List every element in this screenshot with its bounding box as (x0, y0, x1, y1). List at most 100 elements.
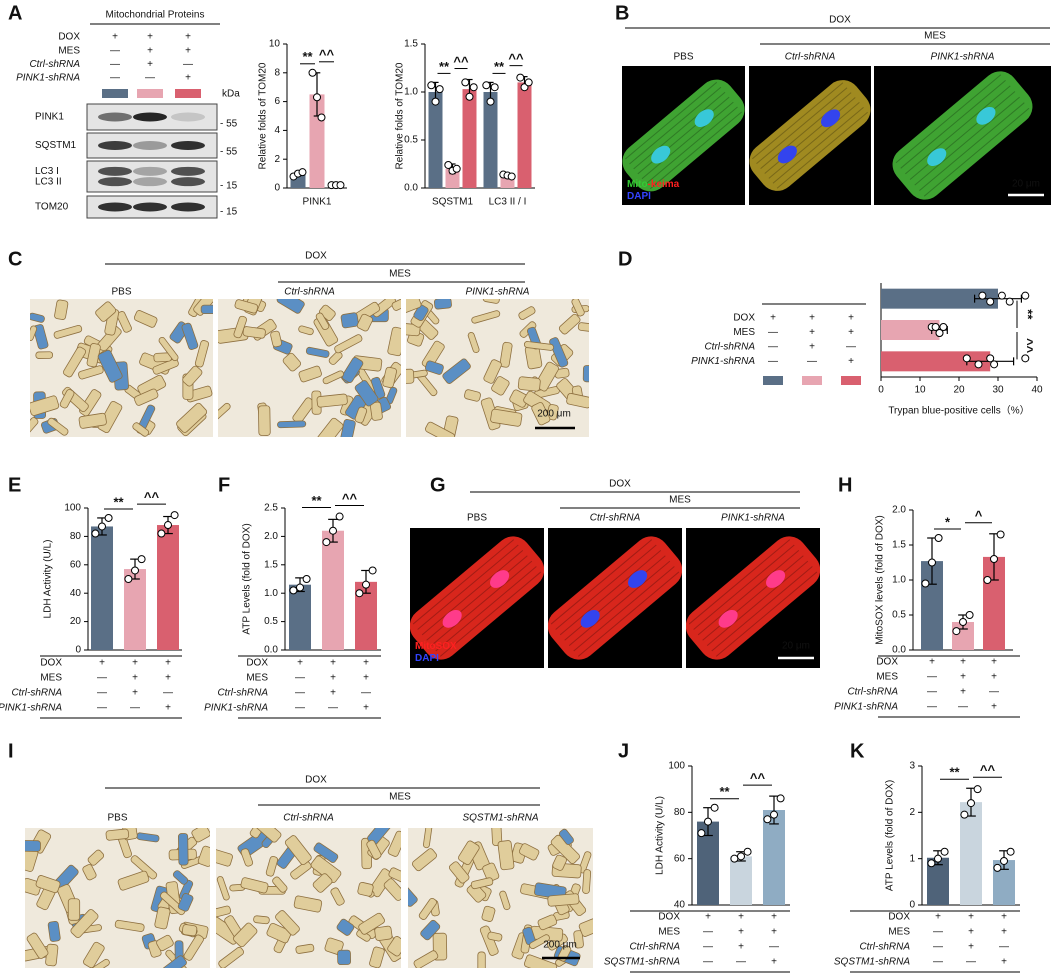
y-tick-label: 100 (668, 761, 685, 772)
cell-striation (412, 539, 515, 625)
blot-band (98, 202, 132, 212)
condition-label: MES (246, 673, 268, 684)
y-tick-label: 1.5 (264, 559, 278, 570)
cell-shape (315, 312, 330, 331)
bar (730, 856, 752, 905)
cell-shape (312, 873, 333, 893)
condition-cell: + (770, 313, 776, 324)
cell-striation (914, 96, 1020, 186)
condition-label: Ctrl-shRNA (11, 688, 62, 699)
nucleus (442, 609, 462, 628)
cell-shape (78, 412, 107, 429)
condition-label: PINK1-shRNA (691, 356, 755, 367)
cell-shape (413, 304, 429, 322)
group-header: DOX (609, 479, 631, 490)
column-label: Ctrl-shRNA (284, 287, 335, 298)
y-tick-label: 60 (674, 853, 686, 864)
cell-shape (284, 835, 312, 866)
cell-shape (54, 299, 69, 320)
condition-cell: + (363, 673, 369, 684)
cell-striation (702, 555, 804, 641)
stain-legend: Mito-keima (627, 179, 680, 190)
data-point (973, 785, 982, 794)
cell-shape (162, 955, 187, 968)
cell-shape (322, 370, 344, 385)
y-tick-label: 1.0 (264, 588, 278, 599)
micrograph (218, 299, 401, 437)
cell-shape (566, 392, 589, 409)
cell-shape (266, 922, 292, 944)
data-point (737, 852, 745, 861)
cell-shape (160, 891, 186, 916)
panel-label: C (8, 248, 22, 270)
data-point (1021, 291, 1030, 300)
data-point (710, 803, 719, 812)
data-point (336, 181, 345, 190)
band-label: SQSTM1 (35, 140, 77, 151)
data-point (704, 817, 712, 826)
cell-shape (158, 336, 179, 362)
cell-shape (531, 402, 551, 426)
y-tick-label: 2.0 (892, 505, 906, 516)
cell-shape (334, 334, 363, 354)
cell-body (622, 79, 745, 192)
cell-shape (406, 368, 415, 384)
micrograph (216, 828, 401, 968)
data-point (170, 511, 179, 520)
y-tick-label: 2.0 (264, 531, 278, 542)
group-swatch (802, 376, 822, 385)
cell-shape (114, 919, 145, 932)
cell-striation (760, 92, 852, 169)
column-label: Ctrl-shRNA (590, 513, 641, 524)
bar (927, 857, 949, 905)
cell-shape (277, 420, 307, 429)
column-label: PBS (467, 513, 487, 524)
significance-mark: ** (494, 59, 505, 74)
cell-shape (218, 402, 231, 426)
cell-shape (547, 893, 580, 907)
group-header: DOX (829, 15, 851, 26)
cell-shape (105, 828, 130, 841)
cell-shape (577, 322, 589, 332)
condition-cell: + (705, 912, 711, 923)
cell-shape (573, 930, 584, 949)
condition-cell: — (927, 672, 937, 683)
cell-shape (529, 934, 550, 949)
cell-striation (426, 555, 528, 641)
cell-shape (387, 326, 401, 357)
cell-shape (387, 936, 401, 957)
condition-cell: + (185, 32, 191, 43)
condition-label: Ctrl-shRNA (847, 687, 898, 698)
cell-shape (336, 918, 355, 936)
significance-mark: ** (439, 59, 450, 74)
data-point (931, 323, 940, 331)
data-point (983, 576, 992, 584)
condition-cell: — (768, 356, 778, 367)
x-axis-label: Trypan blue-positive cells（%） (888, 405, 1029, 417)
significance-mark: ^^ (980, 763, 996, 778)
data-point (928, 558, 936, 567)
data-point (921, 579, 930, 588)
condition-label: MES (876, 672, 898, 683)
cell-shape (47, 920, 61, 942)
blot-band (133, 166, 167, 176)
cell-striation (752, 82, 844, 160)
data-point (296, 583, 304, 592)
cell-shape (338, 419, 356, 437)
cell-striation (421, 549, 524, 636)
data-point (986, 354, 995, 363)
cell-shape (216, 905, 232, 918)
cell-striation (649, 111, 742, 190)
cell-shape (523, 954, 558, 968)
data-point (465, 92, 474, 101)
data-point (289, 586, 298, 595)
data-point (967, 799, 975, 808)
x-tick-label: 30 (992, 385, 1004, 396)
cell-shape (578, 918, 593, 937)
condition-cell: + (771, 957, 777, 968)
cell-shape (354, 380, 379, 407)
cell-shape (477, 951, 486, 968)
nucleus (490, 570, 510, 588)
cell-striation (435, 566, 537, 652)
micrograph (25, 828, 210, 968)
